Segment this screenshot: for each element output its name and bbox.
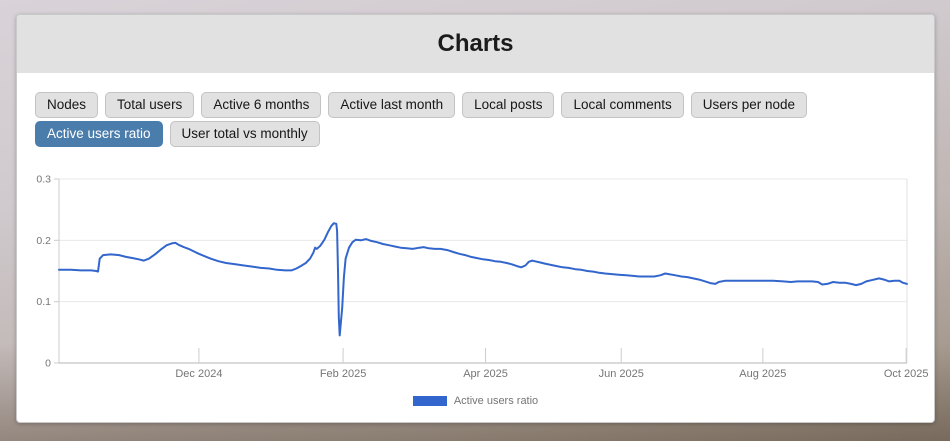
legend-label: Active users ratio — [453, 395, 539, 408]
tab-users-per-node[interactable]: Users per node — [690, 92, 808, 119]
chart-area: 0 0.1 0.2 0.3 Dec 2024 Feb 2025 Apr 2025 Jun 20… — [17, 160, 934, 408]
tab-active-6-months[interactable]: Active 6 months — [201, 92, 322, 119]
x-tick-label: Oct 2025 — [884, 368, 929, 380]
y-tick-label: 0 — [45, 358, 51, 370]
charts-window: Charts Nodes Total users Active 6 months Ac… — [16, 14, 935, 423]
x-tick-label: Feb 2025 — [320, 368, 366, 380]
tab-active-users-ratio[interactable]: Active users ratio — [35, 121, 163, 148]
tab-local-posts[interactable]: Local posts — [462, 92, 555, 119]
tab-total-users[interactable]: Total users — [105, 92, 195, 119]
tab-active-last-month[interactable]: Active last month — [328, 92, 456, 119]
tab-local-comments[interactable]: Local comments — [561, 92, 684, 119]
tab-nodes[interactable]: Nodes — [35, 92, 99, 119]
legend-swatch — [412, 396, 447, 407]
tab-user-total-vs-monthly[interactable]: User total vs monthly — [169, 121, 320, 148]
window-header: Charts — [17, 15, 934, 73]
x-tick-label: Jun 2025 — [599, 368, 644, 380]
x-tick-label: Dec 2024 — [175, 368, 222, 380]
chart-tabs: Nodes Total users Active 6 months Active la… — [17, 73, 934, 148]
x-tick-label: Aug 2025 — [739, 368, 786, 380]
active-users-ratio-chart: 0 0.1 0.2 0.3 Dec 2024 Feb 2025 Apr 2025 Jun 20… — [36, 174, 929, 381]
data-line-active-users-ratio — [58, 222, 908, 337]
chart-legend: Active users ratio — [17, 395, 934, 407]
y-tick-label: 0.2 — [36, 235, 51, 247]
y-tick-label: 0.1 — [36, 297, 51, 309]
y-tick-label: 0.3 — [36, 174, 51, 186]
x-tick-label: Apr 2025 — [463, 368, 508, 380]
page-title: Charts — [437, 30, 514, 57]
